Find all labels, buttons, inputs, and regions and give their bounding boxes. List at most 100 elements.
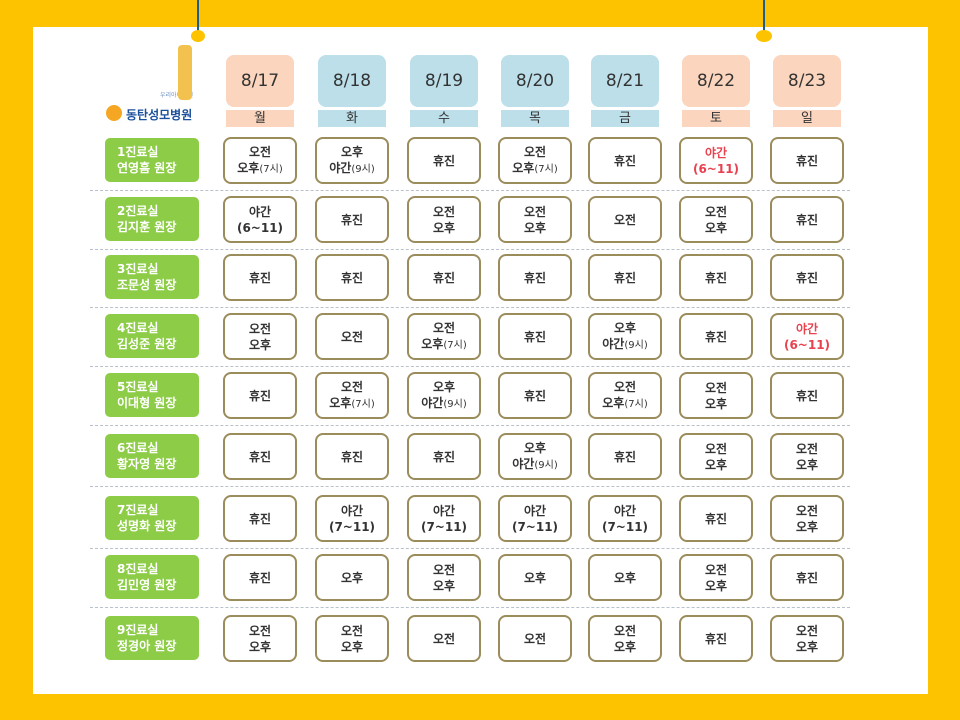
cell-text: 오전 — [248, 321, 272, 336]
cell-text: 오전 — [613, 379, 637, 394]
date-box: 8/23 — [773, 55, 841, 107]
cell-text: 오후(7시) — [602, 395, 648, 410]
cell-text: 야간(9시) — [512, 456, 558, 471]
cell-text: 휴진 — [248, 270, 272, 285]
cell-text: 휴진 — [613, 153, 637, 168]
cell-text: 오후(7시) — [237, 160, 283, 175]
cell-text: 야간 — [795, 321, 819, 336]
cell-text: 오후 — [340, 570, 364, 585]
row-separator — [90, 607, 850, 608]
schedule-cell: 오전 오후 — [679, 554, 753, 601]
cell-text: 오전 — [523, 631, 547, 646]
cell-text: 오전 — [704, 380, 728, 395]
schedule-cell: 휴진 — [588, 433, 662, 480]
cell-text: 오전 — [795, 441, 819, 456]
pin — [191, 30, 205, 42]
schedule-cell: 휴진 — [223, 554, 297, 601]
cell-text: 오후 — [523, 440, 547, 455]
room-text: 연영흠 원장 — [117, 161, 177, 175]
cell-text: 오전 — [432, 631, 456, 646]
schedule-cell: 오전 오후(7시) — [315, 372, 389, 419]
schedule-cell: 오전 오후(7시) — [498, 137, 572, 184]
row-separator — [90, 366, 850, 367]
weekday: 월 — [226, 110, 294, 127]
cell-text: 오전 — [340, 379, 364, 394]
cell-text: 오후 — [613, 570, 637, 585]
cell-text: 휴진 — [704, 511, 728, 526]
schedule-cell: 휴진 — [315, 196, 389, 243]
cell-text: 휴진 — [340, 212, 364, 227]
schedule-cell: 휴진 — [588, 254, 662, 301]
cell-text: 오후 — [432, 379, 456, 394]
schedule-cell: 오전 — [407, 615, 481, 662]
row-separator — [90, 486, 850, 487]
schedule-cell: 오전 — [498, 615, 572, 662]
schedule-cell: 오전 오후 — [223, 615, 297, 662]
room-text: 이대형 원장 — [117, 396, 177, 410]
cell-text: 오후 — [613, 639, 637, 654]
cell-text: 오전 — [613, 623, 637, 638]
room-text: 성명화 원장 — [117, 519, 177, 533]
cell-text: 오후 — [704, 396, 728, 411]
schedule-cell: 휴진 — [407, 137, 481, 184]
room-text: 조문성 원장 — [117, 278, 177, 292]
schedule-cell: 휴진 — [223, 254, 297, 301]
pin — [756, 30, 772, 42]
cell-text: (7~11) — [511, 519, 559, 534]
cell-text: 오전 — [523, 204, 547, 219]
room-text: 정경아 원장 — [117, 639, 177, 653]
schedule-cell: 오후 야간(9시) — [588, 313, 662, 360]
date-box: 8/17 — [226, 55, 294, 107]
schedule-cell: 야간 (7~11) — [588, 495, 662, 542]
schedule-cell: 휴진 — [223, 433, 297, 480]
cell-text: 휴진 — [523, 270, 547, 285]
cell-text: (6~11) — [783, 337, 831, 352]
cell-text: 휴진 — [795, 153, 819, 168]
cell-text: (7~11) — [420, 519, 468, 534]
cell-text: 휴진 — [704, 329, 728, 344]
cell-text: 오후 — [340, 639, 364, 654]
cell-text: 오전 — [340, 623, 364, 638]
cell-text: 휴진 — [523, 329, 547, 344]
cell-text: 휴진 — [704, 270, 728, 285]
cell-text: 야간(9시) — [602, 336, 648, 351]
cell-text: 휴진 — [432, 449, 456, 464]
cell-text: 휴진 — [248, 388, 272, 403]
date-box: 8/21 — [591, 55, 659, 107]
cell-text: 휴진 — [795, 388, 819, 403]
schedule-cell: 휴진 — [315, 433, 389, 480]
cell-text: 오전 — [704, 204, 728, 219]
schedule-cell: 오전 오후 — [770, 433, 844, 480]
schedule-cell: 야간 (6~11) — [679, 137, 753, 184]
cell-text: 휴진 — [248, 570, 272, 585]
cell-text: 오후 — [432, 220, 456, 235]
schedule-cell: 휴진 — [679, 495, 753, 542]
cell-text: 오후 — [432, 578, 456, 593]
cell-text: 오후 — [795, 519, 819, 534]
logo-text: 동탄성모병원 — [126, 108, 193, 122]
cell-text: 야간 — [340, 503, 364, 518]
cell-text: 야간 — [432, 503, 456, 518]
weekday: 토 — [682, 110, 750, 127]
schedule-cell: 오후 야간(9시) — [315, 137, 389, 184]
room-text: 8진료실 — [117, 562, 159, 576]
cell-text: 휴진 — [613, 449, 637, 464]
schedule-cell: 야간 (6~11) — [770, 313, 844, 360]
room-label: 2진료실 김지훈 원장 — [105, 197, 199, 241]
cell-text: 오후 — [795, 457, 819, 472]
cell-text: 야간 — [613, 503, 637, 518]
room-text: 7진료실 — [117, 503, 159, 517]
cell-text: 오전 — [523, 144, 547, 159]
cell-text: 오전 — [795, 623, 819, 638]
schedule-cell: 오전 오후(7시) — [588, 372, 662, 419]
schedule-cell: 휴진 — [770, 196, 844, 243]
cell-text: (7~11) — [601, 519, 649, 534]
cell-text: 야간 — [248, 204, 272, 219]
cell-text: 오후(7시) — [329, 395, 375, 410]
cell-text: 휴진 — [795, 212, 819, 227]
room-label: 6진료실 황자영 원장 — [105, 434, 199, 478]
room-text: 3진료실 — [117, 262, 159, 276]
